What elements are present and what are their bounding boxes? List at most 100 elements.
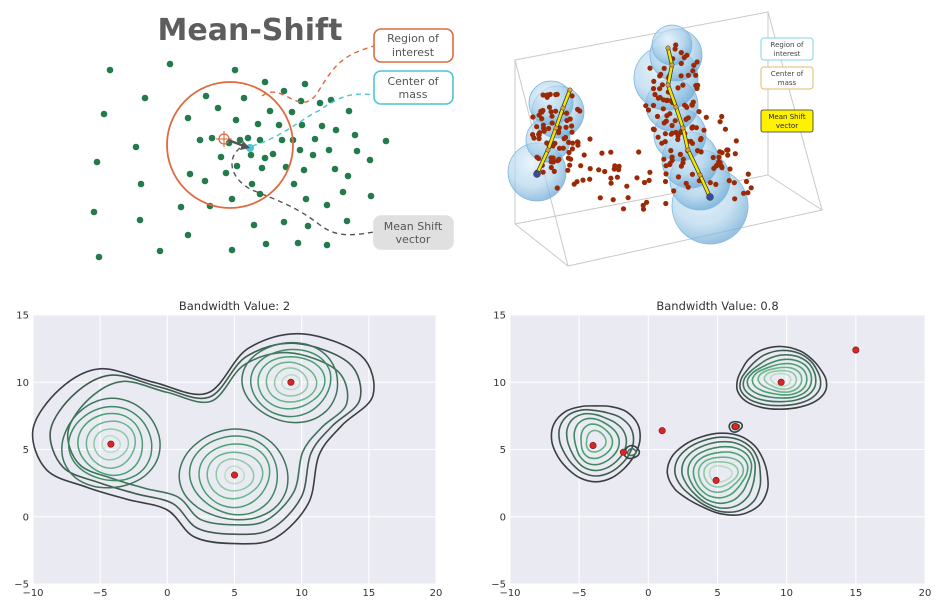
3d-point bbox=[673, 42, 679, 48]
contour-level bbox=[61, 397, 161, 489]
3d-point bbox=[568, 156, 574, 162]
3d-point bbox=[652, 91, 658, 98]
3d-point bbox=[650, 102, 657, 109]
legend-region-line2: interest bbox=[774, 50, 801, 58]
3d-point bbox=[727, 166, 733, 172]
3d-point bbox=[672, 46, 678, 52]
cluster-center-point bbox=[107, 440, 115, 448]
contour-level bbox=[585, 429, 607, 453]
3d-point bbox=[743, 178, 750, 185]
contour-level bbox=[674, 436, 762, 513]
contour-level bbox=[198, 443, 271, 509]
x-tick-label: 5 bbox=[714, 588, 720, 599]
contour-level bbox=[703, 460, 739, 488]
cluster-center-point bbox=[658, 427, 666, 435]
3d-point bbox=[663, 118, 669, 124]
3d-path-node bbox=[673, 104, 679, 110]
3d-point bbox=[689, 140, 696, 146]
3d-point bbox=[675, 174, 682, 180]
3d-point bbox=[587, 136, 593, 142]
3d-point bbox=[694, 59, 700, 65]
contour-level bbox=[224, 465, 246, 485]
3d-point bbox=[620, 206, 627, 212]
3d-point bbox=[724, 147, 730, 153]
3d-point bbox=[703, 114, 709, 120]
contour-level bbox=[178, 428, 289, 521]
contour-level bbox=[31, 332, 375, 545]
region-of-interest-circle bbox=[166, 81, 294, 209]
cluster-center-point bbox=[731, 423, 739, 431]
3d-point bbox=[575, 142, 581, 148]
3d-point bbox=[570, 140, 576, 146]
3d-point bbox=[667, 111, 673, 117]
contour-level bbox=[692, 451, 749, 499]
3d-point bbox=[655, 134, 661, 140]
vector-callout-line2: vector bbox=[396, 233, 431, 246]
scatter-point bbox=[367, 192, 375, 200]
3d-point bbox=[671, 188, 677, 194]
x-tick-label: 10 bbox=[295, 588, 308, 599]
scatter-point bbox=[132, 143, 140, 151]
scatter-point bbox=[184, 114, 192, 122]
3d-point bbox=[548, 164, 554, 171]
3d-path bbox=[666, 47, 712, 198]
vector-callout-line1: Mean Shift bbox=[384, 220, 443, 233]
3d-point bbox=[668, 148, 674, 154]
scatter-point bbox=[309, 151, 317, 159]
scatter-point bbox=[156, 247, 164, 255]
scatter-point bbox=[256, 136, 264, 144]
3d-point bbox=[669, 130, 675, 136]
3d-point bbox=[625, 195, 631, 201]
scatter-point bbox=[201, 177, 209, 185]
center-callout-line2: mass bbox=[399, 88, 428, 101]
region-connector bbox=[261, 45, 375, 103]
x-tick-label: −5 bbox=[572, 588, 587, 599]
scatter-point bbox=[343, 217, 351, 225]
contour-level bbox=[751, 362, 808, 396]
3d-point bbox=[597, 195, 603, 201]
3d-point bbox=[659, 82, 666, 88]
3d-point bbox=[612, 163, 618, 169]
3d-point bbox=[701, 127, 707, 133]
scatter-point bbox=[300, 166, 308, 174]
3d-point bbox=[578, 163, 584, 169]
scatter-point bbox=[100, 110, 108, 118]
scatter-point bbox=[233, 162, 241, 170]
3d-point bbox=[567, 116, 573, 122]
3d-point bbox=[587, 176, 593, 182]
3d-point bbox=[556, 156, 562, 162]
3d-point bbox=[745, 190, 751, 196]
3d-point bbox=[698, 149, 704, 155]
3d-point bbox=[537, 130, 543, 136]
3d-point bbox=[641, 179, 648, 186]
cluster-center-point bbox=[589, 441, 597, 449]
3d-point bbox=[661, 65, 667, 71]
3d-point bbox=[731, 180, 737, 186]
x-tick-label: −5 bbox=[93, 588, 108, 599]
contour-level bbox=[728, 420, 744, 433]
3d-point bbox=[675, 85, 681, 91]
3d-point bbox=[567, 162, 573, 168]
x-tick-label: 15 bbox=[362, 588, 375, 599]
3d-point bbox=[647, 169, 653, 175]
y-tick-label: 15 bbox=[16, 311, 29, 322]
scatter-point bbox=[222, 169, 230, 177]
scatter-point bbox=[302, 195, 310, 203]
3d-point bbox=[660, 97, 667, 103]
diagram-title: Mean-Shift bbox=[158, 13, 343, 48]
3d-point bbox=[748, 185, 754, 191]
3d-path-node bbox=[697, 172, 703, 178]
3d-point bbox=[685, 72, 692, 78]
contour-level bbox=[273, 367, 309, 397]
3d-point bbox=[651, 127, 657, 133]
3d-point bbox=[549, 120, 555, 126]
3d-point bbox=[565, 167, 571, 173]
3d-point bbox=[634, 175, 640, 181]
scatter-point bbox=[288, 108, 296, 116]
scatter-point bbox=[325, 146, 333, 154]
3d-point bbox=[680, 82, 686, 88]
contour-level bbox=[763, 369, 798, 391]
legend-vector-line1: Mean Shift bbox=[768, 113, 805, 121]
3d-point bbox=[669, 157, 675, 163]
3d-point bbox=[677, 130, 683, 136]
